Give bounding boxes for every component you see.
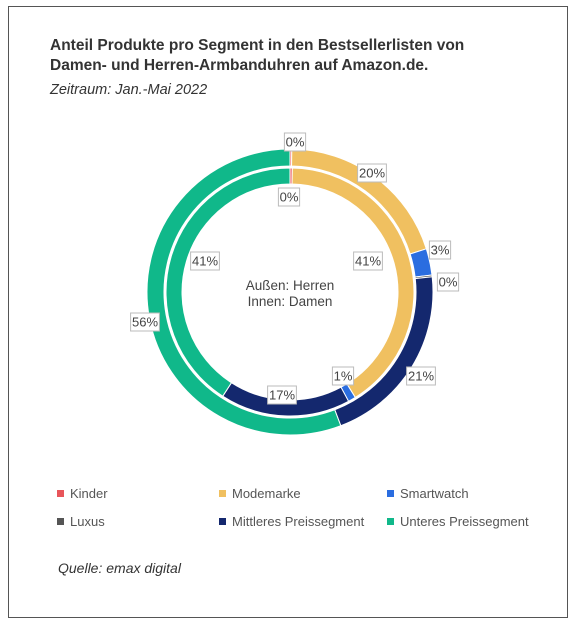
data-label-text: 0% <box>286 135 305 150</box>
outer-ring-label-unteres-preissegment: 56% <box>130 312 160 332</box>
data-label-text: 1% <box>334 369 353 384</box>
data-label-text: 41% <box>192 254 218 269</box>
legend-item-unteres-preissegment: Unteres Preissegment <box>387 514 529 529</box>
data-label-box <box>436 272 460 292</box>
legend-swatch <box>387 518 394 525</box>
source-note: Quelle: emax digital <box>58 560 181 576</box>
chart-subtitle: Zeitraum: Jan.-Mai 2022 <box>50 82 208 98</box>
inner-ring-label-modemarke: 41% <box>353 251 383 271</box>
data-label-box <box>130 312 160 332</box>
data-label-text: 0% <box>280 190 299 205</box>
chart-frame <box>8 6 568 618</box>
data-label-text: 56% <box>132 315 158 330</box>
data-label-box <box>428 240 452 260</box>
legend-item-kinder: Kinder <box>57 486 108 501</box>
inner-ring-label-mittleres-preissegment: 17% <box>267 385 297 405</box>
legend-swatch <box>57 518 64 525</box>
data-label-box <box>331 366 355 386</box>
legend-label: Kinder <box>70 486 108 501</box>
legend-swatch <box>219 490 226 497</box>
legend-label: Mittleres Preissegment <box>232 514 365 529</box>
legend-swatch <box>219 518 226 525</box>
legend-item-modemarke: Modemarke <box>219 486 301 501</box>
title-line-2: Damen- und Herren-Armbanduhren auf Amazo… <box>50 57 429 74</box>
data-label-box <box>277 187 301 207</box>
inner-ring-label-smartwatch: 1% <box>331 366 355 386</box>
data-label-text: 20% <box>359 166 385 181</box>
data-label-box <box>283 132 307 152</box>
data-label-box <box>406 366 436 386</box>
data-label-text: 3% <box>431 243 450 258</box>
legend-label: Smartwatch <box>400 486 469 501</box>
data-label-text: 21% <box>408 369 434 384</box>
center-label-inner: Innen: Damen <box>248 294 333 309</box>
legend-label: Unteres Preissegment <box>400 514 529 529</box>
chart-title: Anteil Produkte pro Segment in den Bests… <box>50 36 530 76</box>
inner-ring-slice-unteres-preissegment <box>165 167 291 397</box>
data-label-box <box>357 163 387 183</box>
inner-ring-label-kinder: 0% <box>277 187 301 207</box>
data-label-text: 17% <box>269 388 295 403</box>
data-label-box <box>190 251 220 271</box>
outer-ring-label-modemarke: 20% <box>357 163 387 183</box>
legend-swatch <box>57 490 64 497</box>
legend-item-smartwatch: Smartwatch <box>387 486 469 501</box>
legend-label: Modemarke <box>232 486 301 501</box>
data-label-text: 41% <box>355 254 381 269</box>
outer-ring-slice-smartwatch <box>409 248 433 278</box>
center-label-outer: Außen: Herren <box>246 278 335 293</box>
outer-ring-label-smartwatch: 3% <box>428 240 452 260</box>
legend-item-mittleres-preissegment: Mittleres Preissegment <box>219 514 364 529</box>
legend-swatch <box>387 490 394 497</box>
inner-ring-label-unteres-preissegment: 41% <box>190 251 220 271</box>
data-label-box <box>353 251 383 271</box>
title-line-1: Anteil Produkte pro Segment in den Bests… <box>50 37 465 54</box>
legend-item-luxus: Luxus <box>57 514 105 529</box>
outer-ring-label-kinder: 0% <box>283 132 307 152</box>
data-label-box <box>267 385 297 405</box>
outer-ring-label-mittleres-preissegment: 21% <box>406 366 436 386</box>
data-label-text: 0% <box>439 275 458 290</box>
outer-ring-label-luxus: 0% <box>436 272 460 292</box>
legend-label: Luxus <box>70 514 105 529</box>
